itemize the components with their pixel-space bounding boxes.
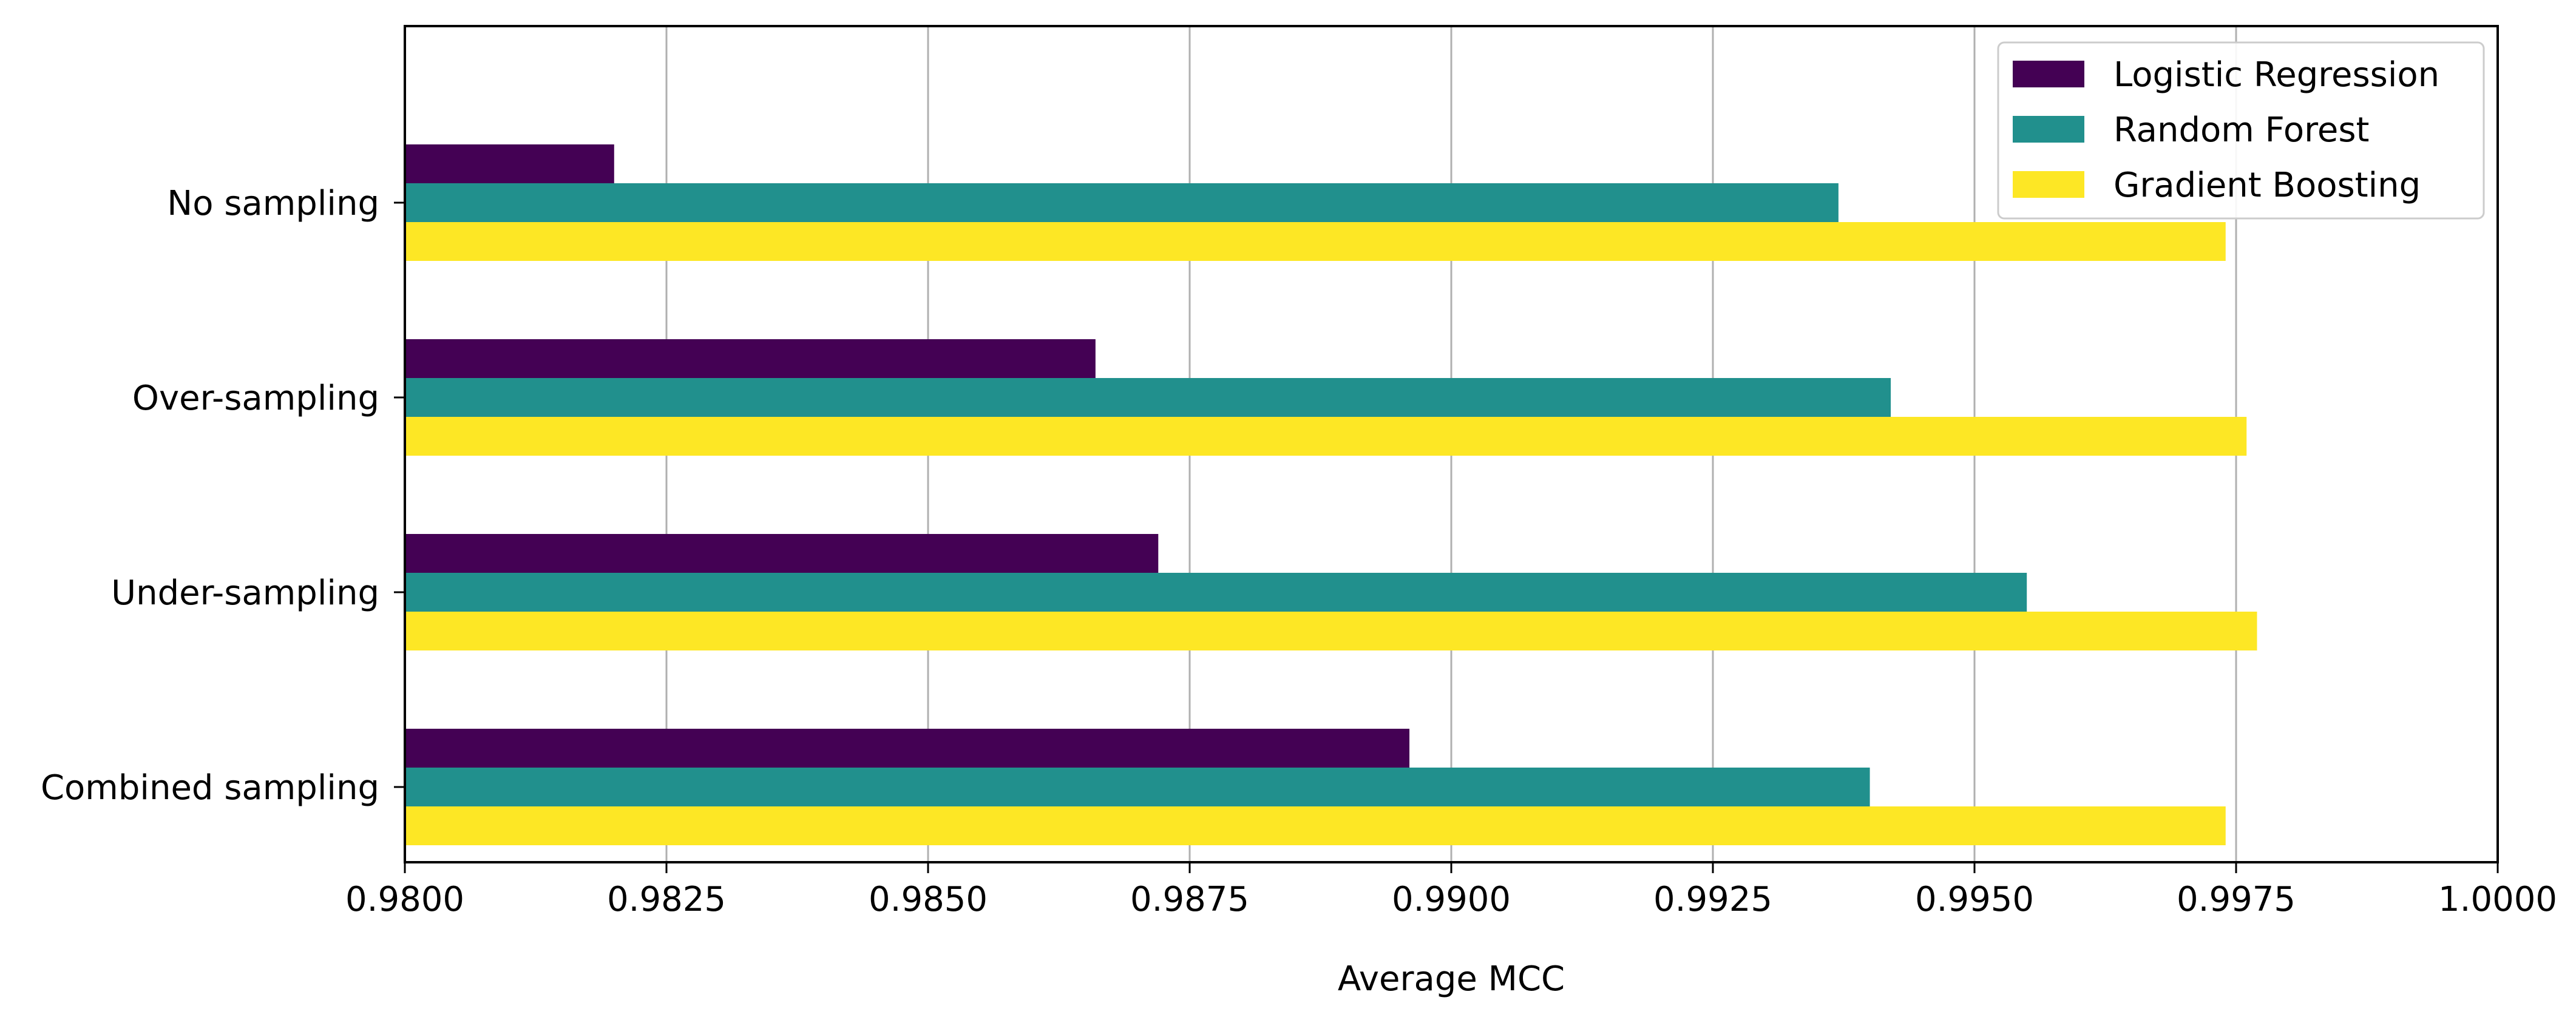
y-tick-label: Under-sampling bbox=[111, 573, 379, 613]
y-tick-label: No sampling bbox=[167, 184, 379, 223]
legend: Logistic Regression Random Forest Gradient… bbox=[1997, 41, 2485, 220]
x-tick-label: 0.9850 bbox=[869, 880, 988, 919]
bar-random-forest bbox=[405, 183, 1839, 222]
bar-gradient-boosting bbox=[405, 417, 2247, 456]
bars bbox=[405, 144, 2257, 845]
y-axis: No sampling Over-sampling Under-sampling Co… bbox=[41, 184, 405, 808]
legend-swatch bbox=[2013, 116, 2084, 143]
legend-swatch bbox=[2013, 61, 2084, 87]
x-axis: 0.9800 0.9825 0.9850 0.9875 0.9900 0.9925 0.99… bbox=[345, 862, 2557, 919]
x-tick-label: 1.0000 bbox=[2438, 880, 2557, 919]
x-tick-label: 0.9900 bbox=[1392, 880, 1511, 919]
x-tick-label: 0.9950 bbox=[1915, 880, 2034, 919]
x-tick-label: 0.9800 bbox=[345, 880, 464, 919]
legend-box bbox=[1997, 41, 2485, 220]
x-tick-label: 0.9825 bbox=[607, 880, 726, 919]
bar-random-forest bbox=[405, 768, 1870, 806]
bar-logistic-regression bbox=[405, 729, 1410, 768]
bar-gradient-boosting bbox=[405, 806, 2226, 845]
x-tick-label: 0.9875 bbox=[1130, 880, 1249, 919]
y-tick-label: Combined sampling bbox=[41, 768, 379, 808]
bar-random-forest bbox=[405, 378, 1891, 417]
legend-label: Logistic Regression bbox=[2113, 55, 2439, 95]
legend-swatch bbox=[2013, 171, 2084, 198]
legend-label: Random Forest bbox=[2113, 110, 2370, 150]
legend-label: Gradient Boosting bbox=[2113, 166, 2421, 205]
bar-logistic-regression bbox=[405, 339, 1096, 378]
bar-logistic-regression bbox=[405, 144, 614, 183]
y-tick-label: Over-sampling bbox=[132, 379, 379, 418]
x-tick-label: 0.9975 bbox=[2177, 880, 2296, 919]
bar-logistic-regression bbox=[405, 534, 1159, 573]
x-axis-title: Average MCC bbox=[1338, 959, 1565, 999]
bar-gradient-boosting bbox=[405, 612, 2257, 650]
bar-gradient-boosting bbox=[405, 222, 2226, 261]
bar-random-forest bbox=[405, 573, 2027, 612]
x-tick-label: 0.9925 bbox=[1653, 880, 1772, 919]
